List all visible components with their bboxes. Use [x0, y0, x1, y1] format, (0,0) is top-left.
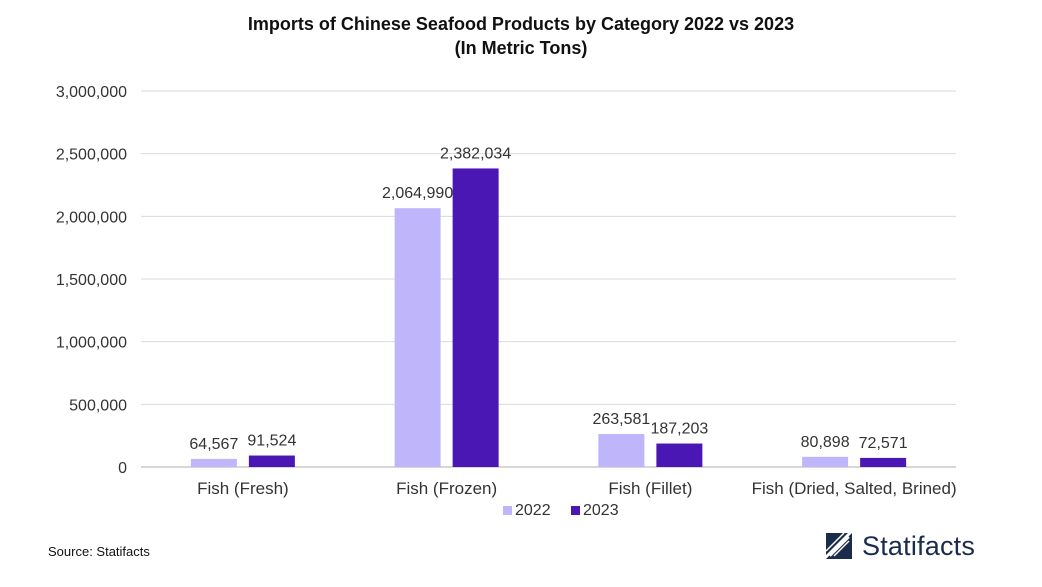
y-tick-label: 3,000,000	[56, 84, 127, 101]
legend-swatch-2023	[571, 506, 580, 515]
bar-2023	[656, 443, 703, 467]
chart-title-line1: Imports of Chinese Seafood Products by C…	[247, 14, 795, 34]
data-label-2023: 2,382,034	[440, 145, 511, 162]
data-label-2022: 64,567	[189, 436, 238, 453]
data-label-2022: 80,898	[801, 434, 850, 451]
y-tick-label: 2,000,000	[56, 209, 127, 226]
bar-2023	[860, 457, 907, 467]
bar-2023	[452, 168, 499, 468]
bar-2022	[802, 456, 849, 467]
x-tick-label: Fish (Frozen)	[396, 479, 497, 498]
y-tick-label: 500,000	[69, 397, 127, 414]
statifacts-logo-icon	[825, 532, 852, 559]
x-tick-label: Fish (Dried, Salted, Brined)	[752, 479, 957, 498]
data-label-2022: 2,064,990	[382, 185, 453, 202]
data-label-2022: 263,581	[592, 411, 650, 428]
legend-swatch-2022	[503, 506, 512, 515]
legend-label-2023: 2023	[583, 502, 619, 519]
y-tick-label: 2,500,000	[56, 147, 127, 164]
data-label-2023: 72,571	[859, 435, 908, 452]
bar-2022	[190, 458, 237, 467]
data-label-2023: 91,524	[247, 433, 296, 450]
brand-name: Statifacts	[862, 530, 976, 561]
y-tick-label: 1,500,000	[56, 272, 127, 289]
x-tick-label: Fish (Fillet)	[608, 479, 692, 498]
source-note: Source: Statifacts	[48, 544, 150, 559]
bar-2023	[248, 455, 295, 467]
chart-title: Imports of Chinese Seafood Products by C…	[0, 12, 1042, 60]
data-label-2023: 187,203	[650, 421, 708, 438]
y-tick-label: 0	[118, 460, 127, 477]
x-tick-label: Fish (Fresh)	[197, 479, 289, 498]
bar-2022	[394, 208, 441, 467]
bar-2022	[598, 433, 645, 467]
brand-logo: Statifacts	[824, 529, 975, 563]
y-tick-label: 1,000,000	[56, 335, 127, 352]
chart-title-line2: (In Metric Tons)	[454, 38, 588, 58]
legend-label-2022: 2022	[515, 502, 551, 519]
